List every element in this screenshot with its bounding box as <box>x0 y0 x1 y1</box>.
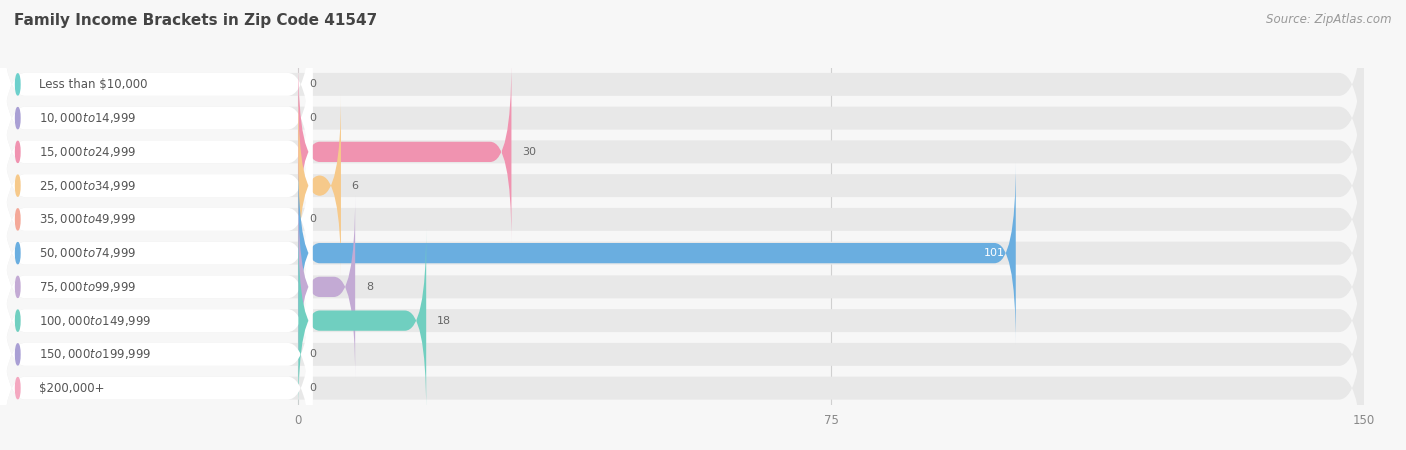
Text: Source: ZipAtlas.com: Source: ZipAtlas.com <box>1267 14 1392 27</box>
FancyBboxPatch shape <box>298 230 426 412</box>
FancyBboxPatch shape <box>0 45 312 258</box>
FancyBboxPatch shape <box>0 79 1364 292</box>
Circle shape <box>15 74 20 95</box>
Circle shape <box>15 175 20 196</box>
Text: $100,000 to $149,999: $100,000 to $149,999 <box>39 314 152 328</box>
FancyBboxPatch shape <box>0 248 1364 450</box>
Text: 0: 0 <box>309 383 316 393</box>
Text: $25,000 to $34,999: $25,000 to $34,999 <box>39 179 136 193</box>
FancyBboxPatch shape <box>0 12 312 225</box>
Text: $50,000 to $74,999: $50,000 to $74,999 <box>39 246 136 260</box>
Circle shape <box>15 108 20 129</box>
Text: $35,000 to $49,999: $35,000 to $49,999 <box>39 212 136 226</box>
Circle shape <box>15 344 20 365</box>
Text: 6: 6 <box>352 180 359 191</box>
FancyBboxPatch shape <box>0 214 312 428</box>
Text: $150,000 to $199,999: $150,000 to $199,999 <box>39 347 152 361</box>
FancyBboxPatch shape <box>0 45 1364 258</box>
FancyBboxPatch shape <box>0 79 312 292</box>
FancyBboxPatch shape <box>0 113 1364 326</box>
Text: 0: 0 <box>309 79 316 90</box>
FancyBboxPatch shape <box>0 147 1364 360</box>
Circle shape <box>15 209 20 230</box>
Text: $15,000 to $24,999: $15,000 to $24,999 <box>39 145 136 159</box>
FancyBboxPatch shape <box>0 282 1364 450</box>
Circle shape <box>15 276 20 297</box>
Text: 8: 8 <box>366 282 373 292</box>
FancyBboxPatch shape <box>0 214 1364 428</box>
FancyBboxPatch shape <box>298 94 340 277</box>
Text: 30: 30 <box>522 147 536 157</box>
Text: $200,000+: $200,000+ <box>39 382 104 395</box>
Text: Family Income Brackets in Zip Code 41547: Family Income Brackets in Zip Code 41547 <box>14 14 377 28</box>
FancyBboxPatch shape <box>0 147 312 360</box>
FancyBboxPatch shape <box>298 61 512 243</box>
FancyBboxPatch shape <box>0 113 312 326</box>
Text: $10,000 to $14,999: $10,000 to $14,999 <box>39 111 136 125</box>
FancyBboxPatch shape <box>0 0 312 191</box>
FancyBboxPatch shape <box>0 282 312 450</box>
Text: 0: 0 <box>309 113 316 123</box>
FancyBboxPatch shape <box>0 248 312 450</box>
Text: Less than $10,000: Less than $10,000 <box>39 78 148 91</box>
FancyBboxPatch shape <box>298 162 1015 344</box>
Circle shape <box>15 378 20 399</box>
FancyBboxPatch shape <box>0 12 1364 225</box>
FancyBboxPatch shape <box>298 196 356 378</box>
FancyBboxPatch shape <box>0 0 1364 191</box>
FancyBboxPatch shape <box>0 180 312 393</box>
Text: 0: 0 <box>309 214 316 225</box>
Text: 0: 0 <box>309 349 316 360</box>
Text: 18: 18 <box>437 315 451 326</box>
Text: 101: 101 <box>984 248 1005 258</box>
Circle shape <box>15 243 20 264</box>
Circle shape <box>15 310 20 331</box>
Circle shape <box>15 141 20 162</box>
Text: $75,000 to $99,999: $75,000 to $99,999 <box>39 280 136 294</box>
FancyBboxPatch shape <box>0 180 1364 393</box>
